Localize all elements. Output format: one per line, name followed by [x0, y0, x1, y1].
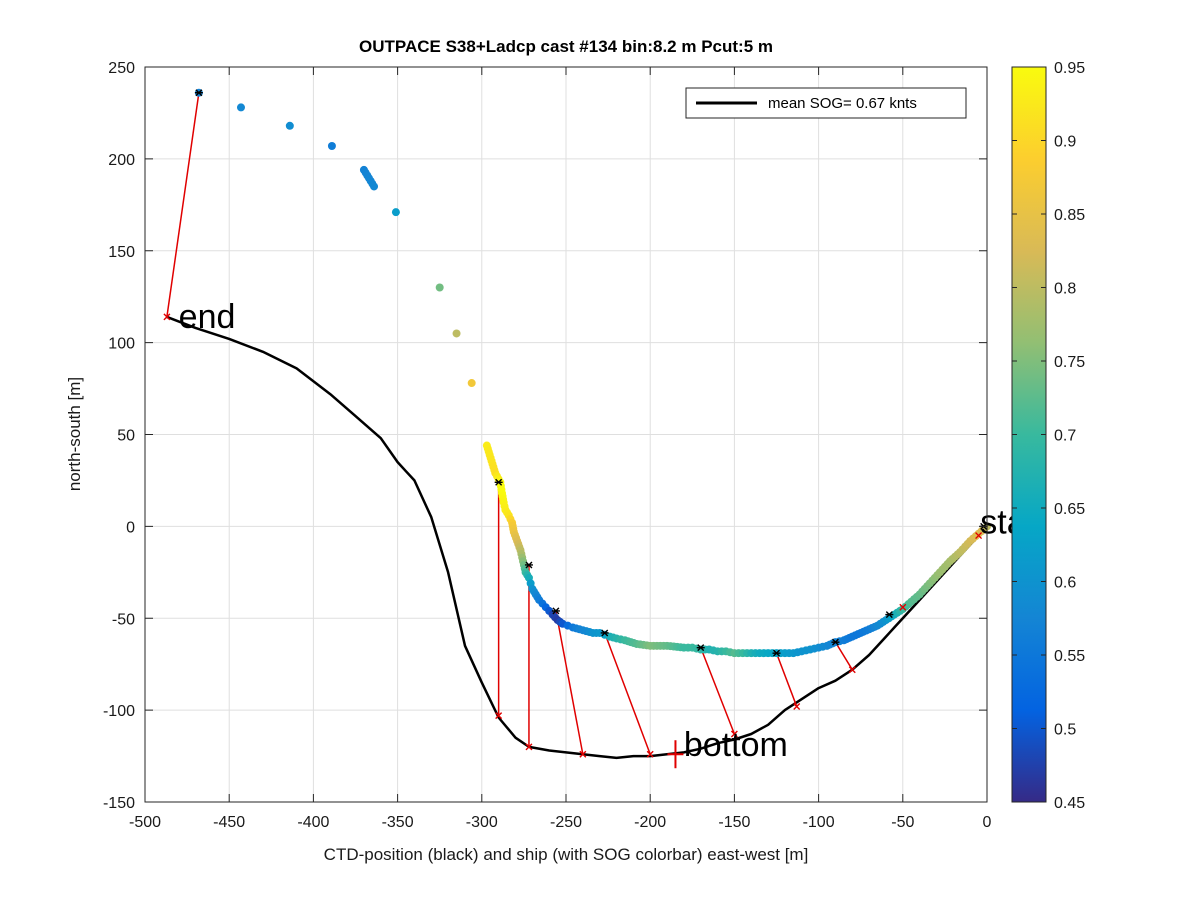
link-line [834, 641, 853, 671]
ship-marker [551, 607, 560, 615]
ship-point [435, 283, 444, 292]
colorbar-tick-label: 0.6 [1054, 575, 1076, 592]
y-tick-label: 100 [108, 336, 135, 353]
ship-point [285, 121, 294, 130]
colorbar [1011, 66, 1047, 803]
x-tick-label: -150 [718, 814, 750, 831]
ship-marker [885, 611, 894, 619]
link-line [166, 92, 200, 318]
colorbar-tick-label: 0.45 [1054, 795, 1085, 812]
ctd-track-line [166, 315, 988, 760]
ship-marker [831, 638, 840, 646]
link-line [604, 632, 651, 755]
ship-point [370, 182, 379, 191]
ctd-marker [163, 313, 171, 321]
x-tick-label: -400 [297, 814, 329, 831]
ctd-marker [793, 702, 801, 710]
annotation-end: end [179, 298, 236, 336]
y-tick-label: -100 [103, 703, 135, 720]
x-axis: -500 -450 -400 -350 -300 -250 -200 -150 -100 -50 0 [129, 67, 992, 831]
colorbar-ticks: 0.45 0.5 0.55 0.6 0.65 0.7 0.75 0.8 0.85 0.9 0.95 [1012, 60, 1085, 812]
ship-point [391, 208, 400, 217]
ship-marker [772, 649, 781, 657]
y-tick-label: -150 [103, 795, 135, 812]
colorbar-tick-label: 0.5 [1054, 722, 1076, 739]
ctd-marker [730, 730, 738, 738]
x-tick-label: 0 [983, 814, 992, 831]
colorbar-tick-label: 0.65 [1054, 501, 1085, 518]
ship-marker [494, 478, 503, 486]
ship-point [327, 142, 336, 151]
link-line [775, 652, 798, 707]
annotation-bottom: bottom [684, 726, 788, 764]
ship-point [467, 379, 476, 388]
link-line [700, 647, 736, 735]
link-line [555, 610, 584, 755]
ship-point [236, 103, 245, 112]
ctd-marker [975, 532, 983, 540]
y-tick-label: 250 [108, 60, 135, 77]
y-tick-label: 200 [108, 152, 135, 169]
colorbar-tick-label: 0.55 [1054, 648, 1085, 665]
ctd-marker [899, 603, 907, 611]
ship-marker [524, 561, 533, 569]
y-tick-label: 50 [117, 428, 135, 445]
ctd-marker [525, 743, 533, 751]
x-tick-label: -500 [129, 814, 161, 831]
legend-label: mean SOG= 0.67 knts [768, 95, 917, 112]
y-axis: -150 -100 -50 0 50 100 150 200 250 [103, 60, 987, 812]
x-axis-label: CTD-position (black) and ship (with SOG … [324, 845, 809, 864]
ctd-track [166, 315, 988, 760]
colorbar-tick-label: 0.7 [1054, 428, 1076, 445]
x-tick-label: -50 [891, 814, 914, 831]
ship-marker [600, 629, 609, 637]
y-axis-label: north-south [m] [65, 377, 84, 491]
x-tick-label: -250 [550, 814, 582, 831]
x-tick-label: -100 [803, 814, 835, 831]
x-tick-label: -200 [634, 814, 666, 831]
colorbar-tick-label: 0.8 [1054, 281, 1076, 298]
colorbar-tick-label: 0.95 [1054, 60, 1085, 77]
y-tick-label: 150 [108, 244, 135, 261]
colorbar-tick-label: 0.9 [1054, 134, 1076, 151]
y-tick-label: -50 [112, 611, 135, 628]
ship-marker [696, 644, 705, 652]
y-tick-label: 0 [126, 519, 135, 536]
x-tick-label: -300 [466, 814, 498, 831]
x-tick-label: -450 [213, 814, 245, 831]
ctd-ship-links [166, 92, 985, 755]
colorbar-tick-label: 0.85 [1054, 207, 1085, 224]
ctd-marker [646, 750, 654, 758]
ctd-marker [848, 666, 856, 674]
colorbar-tick-label: 0.75 [1054, 354, 1085, 371]
link-markers [163, 89, 988, 758]
ctd-marker [495, 712, 503, 720]
x-tick-label: -350 [382, 814, 414, 831]
ship-marker [194, 89, 203, 97]
chart-title: OUTPACE S38+Ladcp cast #134 bin:8.2 m Pc… [359, 37, 773, 56]
ctd-marker [579, 750, 587, 758]
ship-point [452, 329, 461, 338]
legend: mean SOG= 0.67 knts [685, 87, 967, 119]
